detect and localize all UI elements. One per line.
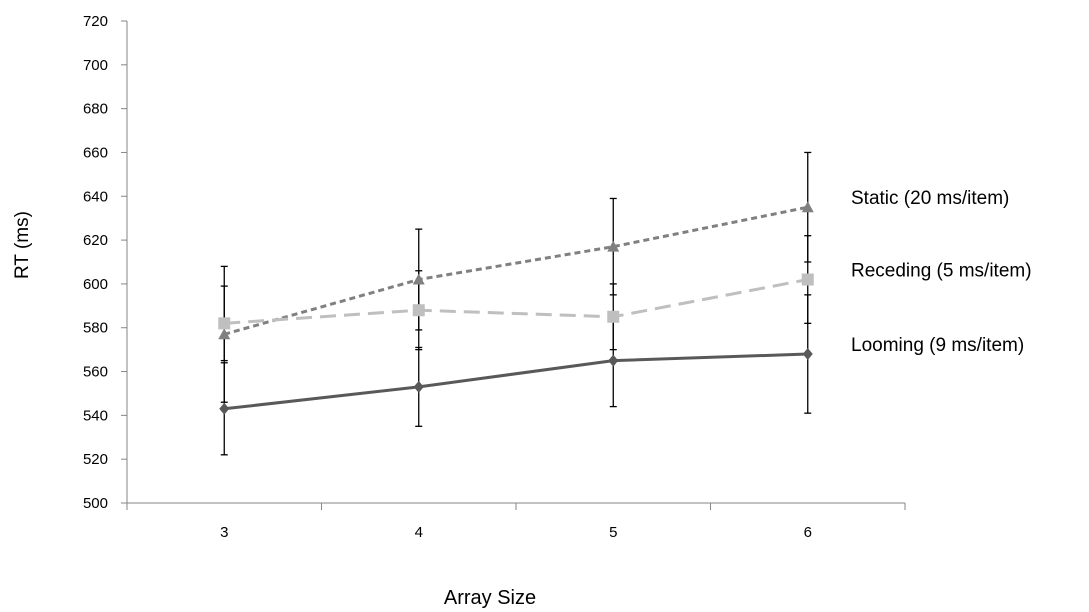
x-tick-label: 5 xyxy=(609,524,617,541)
x-axis: 3 4 5 6 xyxy=(126,502,906,541)
looming-point xyxy=(413,380,424,393)
x-tick-label: 6 xyxy=(804,524,812,541)
static-series-line xyxy=(223,205,809,336)
receding-point xyxy=(412,304,425,317)
receding-series-label: Receding (5 ms/item) xyxy=(851,261,1032,282)
static-series-label: Static (20 ms/item) xyxy=(851,188,1009,209)
y-tick-label: 540 xyxy=(83,407,108,424)
y-tick-label: 500 xyxy=(83,495,108,512)
x-tick-label: 4 xyxy=(415,524,423,541)
receding-series-line xyxy=(224,278,809,325)
y-tick-label: 660 xyxy=(83,144,108,161)
receding-point xyxy=(607,310,620,323)
error-bars xyxy=(220,151,812,456)
y-axis: 500 520 540 560 580 600 620 640 660 680 700 720 xyxy=(83,13,128,512)
x-tick-label: 3 xyxy=(220,524,228,541)
static-point xyxy=(801,201,814,213)
series-markers xyxy=(218,201,814,415)
y-tick-label: 640 xyxy=(83,188,108,205)
receding-point xyxy=(218,317,231,330)
looming-point xyxy=(802,348,813,361)
looming-point xyxy=(608,354,619,367)
looming-point xyxy=(219,402,230,415)
y-tick-label: 600 xyxy=(83,276,108,293)
y-tick-label: 720 xyxy=(83,13,108,30)
static-point xyxy=(218,328,231,340)
looming-series-line xyxy=(224,352,808,411)
series-lines xyxy=(223,205,809,411)
y-tick-label: 620 xyxy=(83,232,108,249)
y-tick-label: 680 xyxy=(83,101,108,118)
static-point xyxy=(607,240,620,252)
looming-series-label: Looming (9 ms/item) xyxy=(851,335,1024,356)
series-labels: Static (20 ms/item) Receding (5 ms/item) L… xyxy=(851,188,1032,356)
y-tick-label: 580 xyxy=(83,320,108,337)
y-tick-label: 700 xyxy=(83,57,108,74)
static-point xyxy=(412,273,425,285)
x-axis-title: Array Size xyxy=(444,587,536,609)
receding-point xyxy=(801,273,814,286)
y-tick-label: 560 xyxy=(83,364,108,381)
y-tick-label: 520 xyxy=(83,451,108,468)
y-axis-title: RT (ms) xyxy=(12,211,33,279)
